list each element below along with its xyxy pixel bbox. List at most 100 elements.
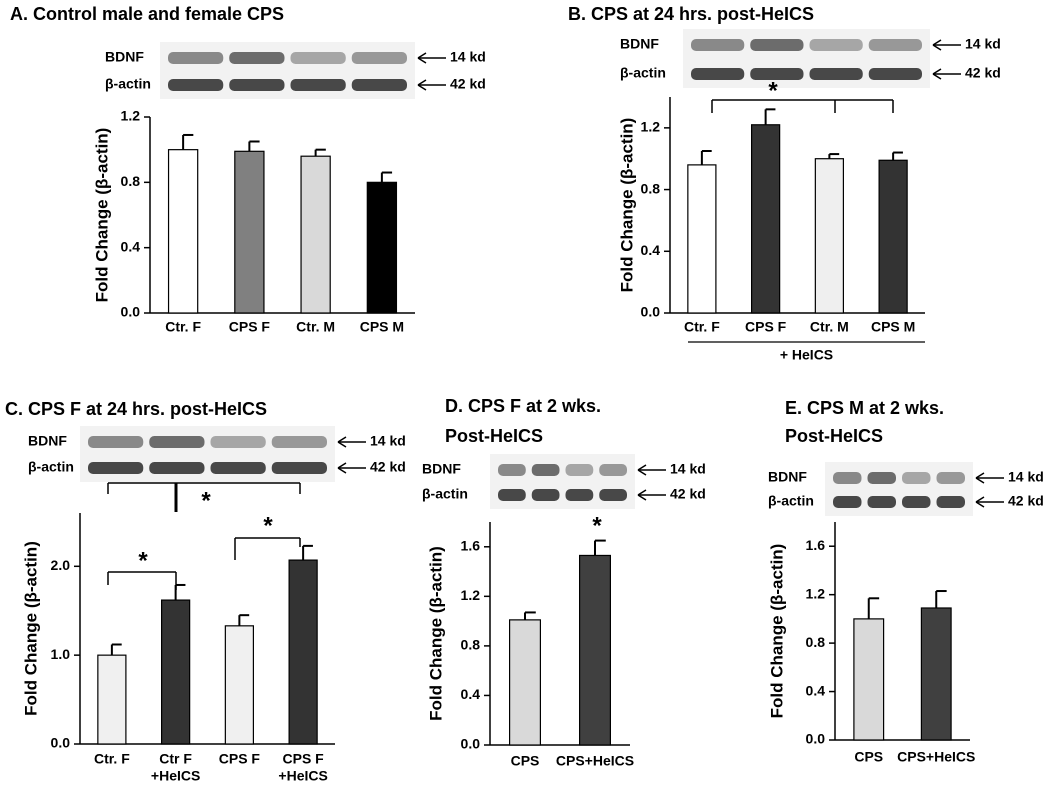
- blot-band: [531, 489, 560, 501]
- x-tick-label: Ctr. M: [296, 319, 335, 335]
- blot-size: 42 kd: [450, 76, 486, 92]
- blot-band: [691, 39, 745, 51]
- x-tick-label: +HeICS: [151, 768, 200, 784]
- y-tick-label: 0.0: [641, 304, 661, 320]
- significance-star: *: [768, 77, 778, 104]
- blot-band: [271, 436, 327, 448]
- bar: [578, 554, 611, 746]
- x-tick-label: CPS: [511, 753, 540, 769]
- blot-band: [229, 52, 285, 64]
- y-tick-label: 1.0: [51, 646, 71, 662]
- bar: [853, 618, 885, 741]
- bar: [687, 164, 717, 314]
- blot-size: 14 kd: [965, 36, 1001, 52]
- significance-star: *: [201, 487, 211, 514]
- blot-band: [833, 472, 862, 484]
- x-tick-label: Ctr. F: [94, 751, 130, 767]
- y-tick-label: 0.0: [461, 736, 481, 752]
- blot-arrowhead: [337, 436, 347, 448]
- blot-band: [867, 472, 896, 484]
- blot-band: [498, 464, 526, 476]
- chart-title: D. CPS F at 2 wks.: [445, 396, 601, 416]
- blot-band: [750, 68, 804, 80]
- bar: [814, 158, 844, 314]
- group-label: + HeICS: [780, 347, 833, 363]
- blot-band: [271, 462, 327, 474]
- y-tick-label: 1.2: [121, 108, 141, 124]
- chart-title: E. CPS M at 2 wks.: [785, 398, 944, 418]
- blot-arrowhead: [337, 462, 347, 474]
- bar: [161, 599, 191, 745]
- chart-title: A. Control male and female CPS: [10, 4, 284, 24]
- blot-size: 14 kd: [450, 49, 486, 65]
- blot-label: BDNF: [422, 461, 461, 477]
- blot-band: [599, 464, 627, 476]
- blot-size: 42 kd: [370, 459, 406, 475]
- blot-size: 14 kd: [370, 433, 406, 449]
- blot-arrowhead: [637, 489, 647, 501]
- blot-arrowhead: [417, 52, 427, 64]
- bar: [920, 607, 952, 741]
- blot-band: [833, 496, 862, 508]
- y-tick-label: 2.0: [51, 557, 71, 573]
- blot-label: β-actin: [768, 493, 814, 509]
- blot-arrowhead: [417, 79, 427, 91]
- x-tick-label: CPS: [854, 749, 883, 765]
- bar: [97, 654, 127, 745]
- blot-band: [691, 68, 745, 80]
- x-tick-label: CPS M: [871, 319, 915, 335]
- blot-band: [210, 462, 266, 474]
- blot-size: 14 kd: [1008, 469, 1044, 485]
- blot-band: [902, 472, 931, 484]
- chart-title: Post-HeICS: [785, 426, 883, 446]
- blot-size: 14 kd: [670, 461, 706, 477]
- blot-label: BDNF: [105, 49, 144, 65]
- x-tick-label: CPS+HeICS: [556, 753, 634, 769]
- blot-size: 42 kd: [670, 486, 706, 502]
- y-tick-label: 0.4: [641, 242, 661, 258]
- blot-band: [565, 464, 594, 476]
- chart-title: C. CPS F at 24 hrs. post-HeICS: [5, 399, 267, 419]
- x-tick-label: CPS M: [360, 319, 404, 335]
- x-tick-label: CPS F: [219, 751, 261, 767]
- bar: [224, 625, 255, 745]
- blot-arrowhead: [975, 496, 985, 508]
- y-tick-label: 0.0: [121, 304, 141, 320]
- y-tick-label: 0.8: [806, 634, 826, 650]
- bar: [167, 149, 199, 314]
- bar: [750, 124, 781, 314]
- blot-band: [868, 68, 922, 80]
- blot-arrowhead: [932, 39, 942, 51]
- y-tick-label: 1.2: [461, 587, 481, 603]
- blot-label: β-actin: [28, 459, 74, 475]
- blot-band: [531, 464, 560, 476]
- blot-band: [936, 472, 965, 484]
- bar: [288, 559, 318, 745]
- blot-band: [565, 489, 594, 501]
- y-tick-label: 1.2: [641, 119, 661, 135]
- chart-title: Post-HeICS: [445, 426, 543, 446]
- significance-star: *: [138, 547, 148, 574]
- blot-band: [290, 52, 346, 64]
- bar: [509, 619, 542, 746]
- x-tick-label: CPS+HeICS: [897, 749, 975, 765]
- x-tick-label: Ctr. F: [165, 319, 201, 335]
- chart-title: B. CPS at 24 hrs. post-HeICS: [568, 4, 814, 24]
- blot-size: 42 kd: [1008, 493, 1044, 509]
- significance-star: *: [592, 512, 602, 539]
- x-tick-label: CPS F: [283, 751, 325, 767]
- blot-band: [168, 79, 224, 91]
- y-axis-label: Fold Change (β-actin): [92, 128, 111, 303]
- blot-band: [868, 39, 922, 51]
- blot-band: [867, 496, 896, 508]
- blot-arrowhead: [637, 464, 647, 476]
- blot-band: [936, 496, 965, 508]
- blot-arrowhead: [975, 472, 985, 484]
- y-tick-label: 1.2: [806, 585, 826, 601]
- y-tick-label: 1.6: [806, 537, 826, 553]
- blot-band: [498, 489, 526, 501]
- blot-label: BDNF: [768, 469, 807, 485]
- x-tick-label: Ctr. M: [810, 319, 849, 335]
- y-tick-label: 0.4: [121, 238, 141, 254]
- blot-band: [149, 436, 205, 448]
